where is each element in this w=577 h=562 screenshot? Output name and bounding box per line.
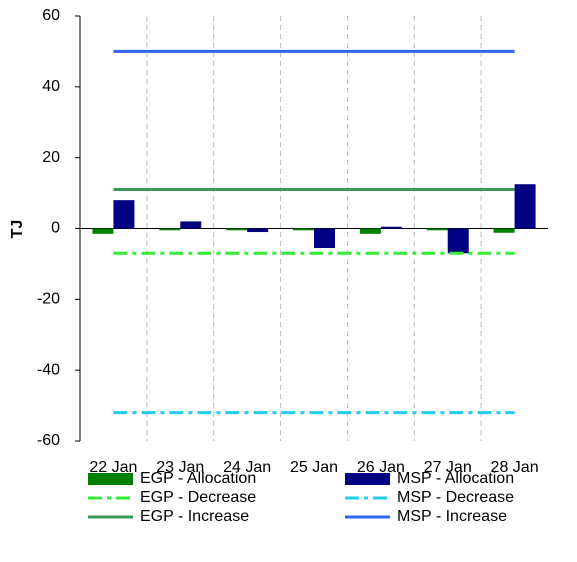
bar [247,228,269,233]
legend-label: EGP - Increase [140,508,249,525]
legend-swatch [345,473,390,485]
y-tick-label: -60 [37,432,60,449]
y-tick-label: 60 [42,7,60,24]
legend-label: EGP - Allocation [140,470,256,487]
legend-label: MSP - Allocation [397,470,514,487]
x-tick-label: 27 Jan [424,459,472,476]
x-tick-label: 23 Jan [156,459,204,476]
bar [359,228,381,234]
x-tick-label: 24 Jan [223,459,271,476]
bar [92,228,114,234]
bar [226,228,248,231]
bar [514,184,536,229]
x-tick-label: 25 Jan [290,459,338,476]
legend-swatch [88,473,133,485]
bar [493,228,515,233]
bar [180,221,202,229]
bar [314,228,335,248]
y-tick-label: -20 [37,291,60,308]
y-tick-label: 0 [51,220,60,237]
x-tick-label: 26 Jan [357,459,405,476]
bar [447,228,469,254]
legend-label: EGP - Decrease [140,489,256,506]
bar [159,228,181,231]
bar [293,228,314,231]
y-tick-label: 20 [42,149,60,166]
bar [380,226,402,229]
legend-label: MSP - Decrease [397,489,514,506]
legend-label: MSP - Increase [397,508,507,525]
x-tick-label: 28 Jan [491,459,539,476]
x-tick-label: 22 Jan [89,459,137,476]
bar [426,228,448,231]
y-tick-label: -40 [37,361,60,378]
y-axis-label: TJ [9,220,26,239]
bar [113,200,135,229]
y-tick-label: 40 [42,78,60,95]
